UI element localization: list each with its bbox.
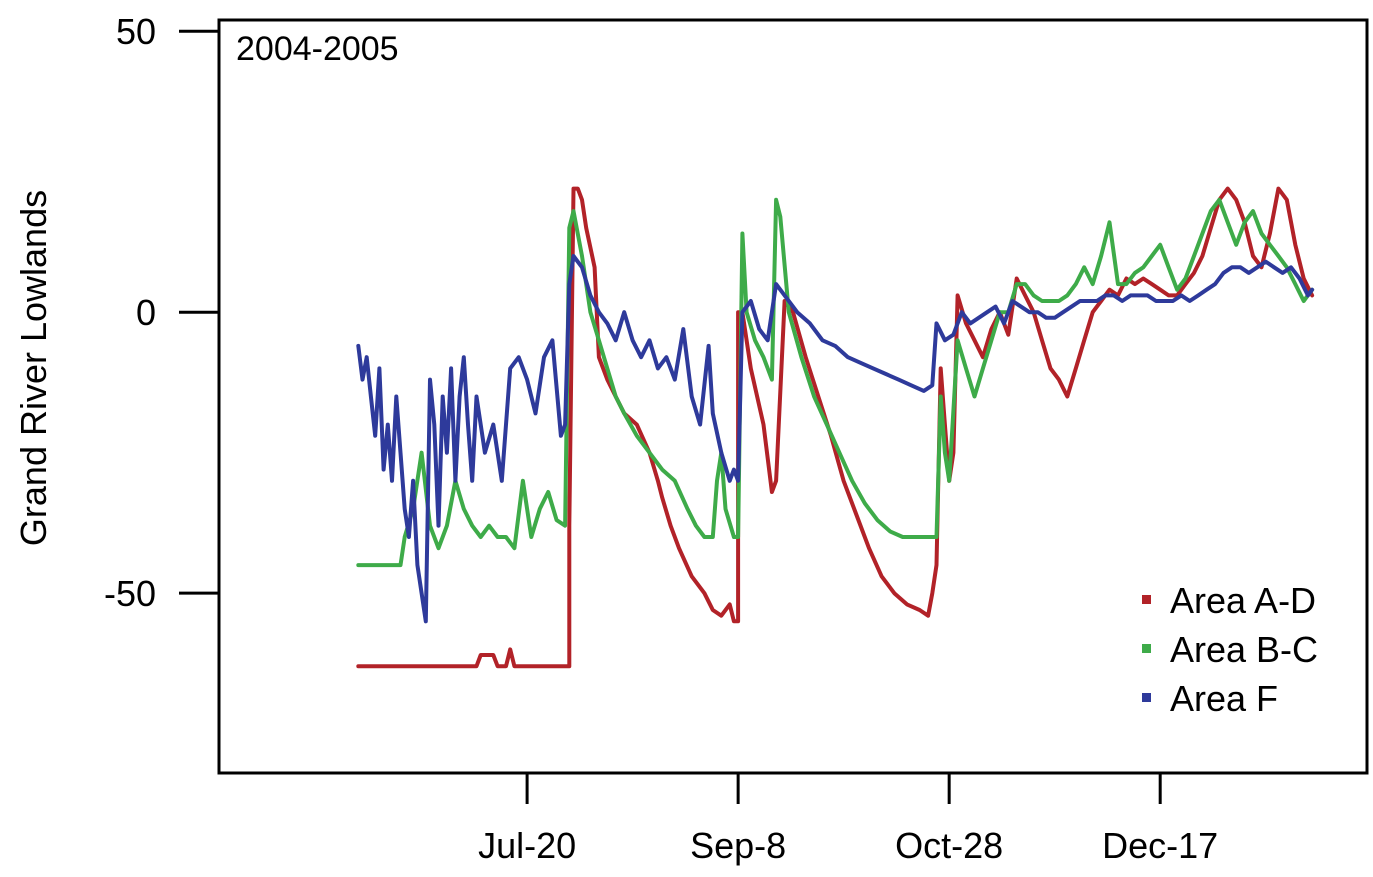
panel-label: 2004-2005: [236, 30, 399, 68]
x-tick-label: Dec-17: [1102, 825, 1218, 866]
y-axis-title: Grand River Lowlands: [13, 190, 54, 546]
legend-label-area-b-c: Area B-C: [1170, 629, 1318, 670]
legend-swatch-area-a-d: [1142, 595, 1151, 604]
legend-label-area-a-d: Area A-D: [1170, 580, 1316, 621]
series-line-area-f: [356, 254, 1315, 624]
legend-swatch-area-f: [1142, 693, 1151, 702]
x-axis: Jul-20 Sep-8 Oct-28 Dec-17: [478, 773, 1218, 866]
y-tick-label: 0: [136, 292, 156, 333]
legend-swatch-area-b-c: [1142, 644, 1151, 653]
y-tick-label: 50: [116, 11, 156, 52]
series-layer: [356, 186, 1315, 669]
legend: Area A-D Area B-C Area F: [1142, 580, 1318, 719]
y-axis: 50 0 -50: [104, 11, 219, 614]
x-tick-label: Sep-8: [690, 825, 786, 866]
y-tick-label: -50: [104, 573, 156, 614]
plot-frame: [217, 18, 1369, 775]
x-tick-label: Jul-20: [478, 825, 576, 866]
x-tick-label: Oct-28: [895, 825, 1003, 866]
legend-label-area-f: Area F: [1170, 678, 1278, 719]
series-line-area-b-c: [356, 197, 1315, 568]
series-line-area-a-d: [356, 186, 1315, 669]
